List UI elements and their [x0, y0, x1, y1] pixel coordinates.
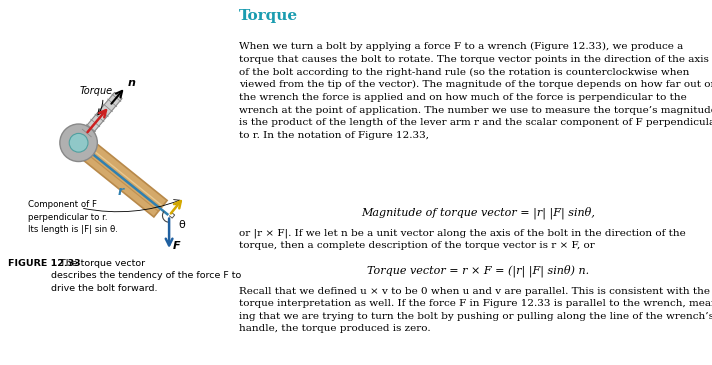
Text: The torque vector
describes the tendency of the force F to
drive the bolt forwar: The torque vector describes the tendency…	[51, 259, 241, 293]
Text: Recall that we defined u × v to be 0 when u and v are parallel. This is consiste: Recall that we defined u × v to be 0 whe…	[239, 287, 712, 334]
Polygon shape	[77, 139, 167, 217]
Text: θ: θ	[179, 220, 185, 230]
Text: or |r × F|. If we let n be a unit vector along the axis of the bolt in the direc: or |r × F|. If we let n be a unit vector…	[239, 228, 686, 250]
Text: Magnitude of torque vector = |r| |F| sinθ,: Magnitude of torque vector = |r| |F| sin…	[361, 206, 595, 219]
Ellipse shape	[69, 133, 88, 152]
Text: r: r	[118, 185, 124, 198]
Text: F: F	[172, 241, 180, 251]
Text: Torque: Torque	[239, 9, 298, 23]
Ellipse shape	[60, 124, 98, 162]
Text: n: n	[128, 78, 136, 88]
Polygon shape	[75, 92, 122, 146]
Text: FIGURE 12.33: FIGURE 12.33	[8, 259, 80, 268]
Text: Torque: Torque	[80, 86, 112, 96]
Text: When we turn a bolt by applying a force F to a wrench (Figure 12.33), we produce: When we turn a bolt by applying a force …	[239, 42, 712, 140]
Text: Torque vector = r × F = (|r| |F| sinθ) n.: Torque vector = r × F = (|r| |F| sinθ) n…	[367, 265, 589, 277]
Text: Component of F
perpendicular to r.
Its length is |F| sin θ.: Component of F perpendicular to r. Its l…	[28, 200, 117, 234]
